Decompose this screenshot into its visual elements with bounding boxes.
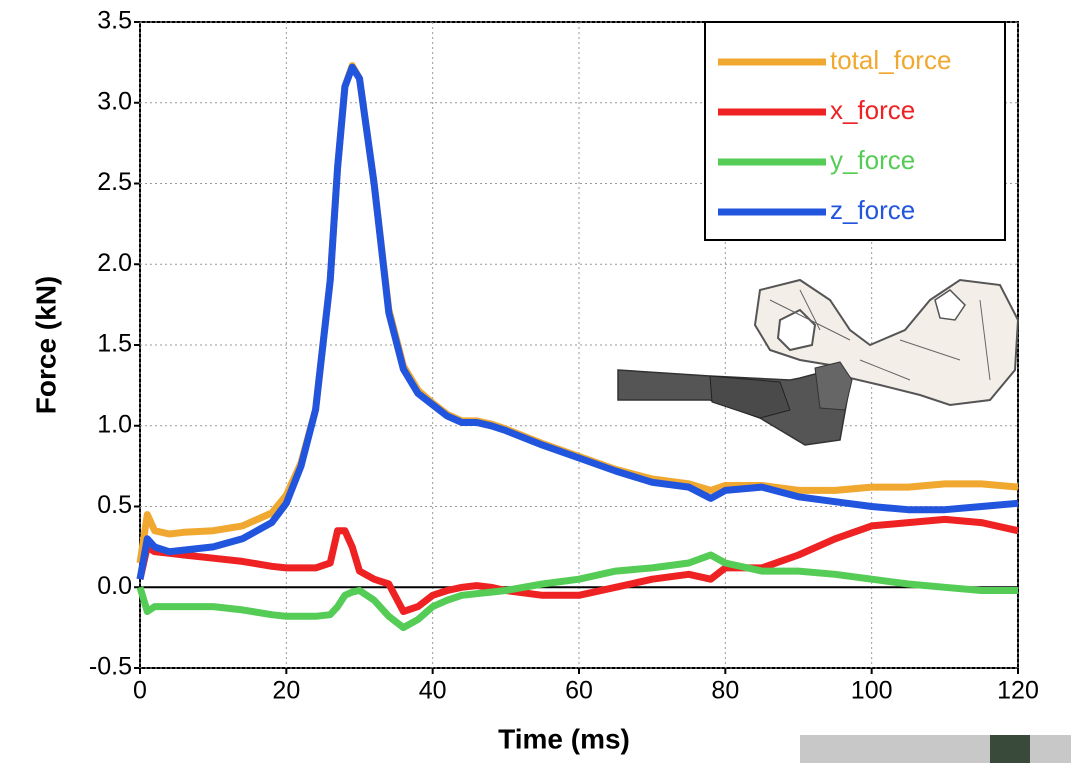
y-tick-label: 2.5 [97, 168, 132, 196]
y-tick-label: 0.5 [97, 491, 132, 519]
photo-fragment-dark [990, 735, 1030, 763]
legend-label: total_force [830, 45, 951, 75]
legend-label: x_force [830, 95, 915, 125]
legend-label: z_force [830, 195, 915, 225]
x-tick-label: 100 [851, 677, 893, 705]
legend: total_force x_force y_force z_force [704, 21, 1006, 241]
y-tick-label: 1.5 [97, 330, 132, 358]
femur-illustration [617, 278, 1020, 446]
x-tick-label: 120 [997, 677, 1039, 705]
series-line [136, 551, 1018, 632]
y-tick-label: 3.0 [97, 87, 132, 115]
y-tick-label: -0.5 [89, 653, 132, 681]
x-axis-title: Time (ms) [498, 723, 630, 754]
legend-label: y_force [830, 145, 915, 175]
photo-fragment [800, 735, 1071, 763]
series-line [136, 515, 1019, 615]
x-tick-label: 0 [133, 677, 147, 705]
y-tick-label: 2.0 [97, 249, 132, 277]
y-tick-label: 0.0 [97, 572, 132, 600]
series-line [136, 63, 1019, 580]
y-tick-label: 1.0 [97, 410, 132, 438]
x-tick-label: 20 [272, 677, 300, 705]
y-axis-title: Force (kN) [30, 276, 61, 414]
y-tick-label: 3.5 [97, 7, 132, 35]
x-tick-label: 80 [711, 677, 739, 705]
legend-box [704, 21, 1006, 241]
x-tick-label: 60 [565, 677, 593, 705]
series-layer [136, 62, 1019, 632]
x-tick-label: 40 [419, 677, 447, 705]
